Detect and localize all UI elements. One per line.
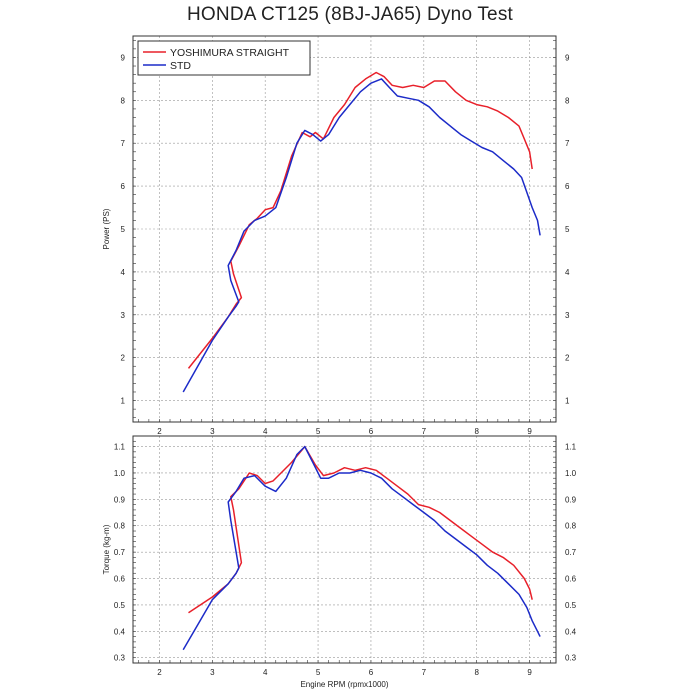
power-xtick-label: 9 — [527, 427, 532, 436]
power-xtick-label: 4 — [263, 427, 268, 436]
torque-ytick-label-left: 0.6 — [114, 575, 126, 584]
power-ytick-label-left: 4 — [121, 268, 126, 277]
power-ytick-label-left: 2 — [121, 354, 126, 363]
torque-xtick-label: 6 — [369, 668, 374, 677]
power-ytick-label-left: 7 — [121, 139, 126, 148]
power-ytick-label-left: 6 — [121, 182, 126, 191]
power-ytick-label-right: 2 — [565, 354, 570, 363]
torque-ytick-label-right: 1.0 — [565, 469, 577, 478]
torque-xtick-label: 5 — [316, 668, 321, 677]
torque-xtick-label: 2 — [157, 668, 162, 677]
power-series-yoshimura-straight — [187, 71, 533, 369]
power-ytick-label-left: 1 — [121, 397, 126, 406]
torque-ytick-label-left: 1.0 — [114, 469, 126, 478]
torque-xtick-label: 9 — [527, 668, 532, 677]
torque-ytick-label-left: 0.7 — [114, 548, 126, 557]
power-ytick-label-right: 1 — [565, 397, 570, 406]
power-ytick-label-right: 5 — [565, 225, 570, 234]
power-series-std — [182, 78, 541, 393]
torque-frame — [132, 435, 557, 664]
torque-xtick-label: 8 — [474, 668, 479, 677]
torque-ytick-label-right: 0.5 — [565, 601, 577, 610]
power-ytick-label-right: 4 — [565, 268, 570, 277]
torque-xtick-label: 3 — [210, 668, 215, 677]
power-xtick-label: 8 — [474, 427, 479, 436]
power-ytick-label-left: 8 — [121, 96, 126, 105]
torque-series-yoshimura-straight — [188, 445, 533, 614]
power-frame — [132, 35, 557, 423]
legend-label-yoshimura-straight: YOSHIMURA STRAIGHT — [170, 47, 290, 59]
torque-ytick-label-right: 0.6 — [565, 575, 577, 584]
power-ytick-label-right: 9 — [565, 53, 570, 62]
torque-series-std — [182, 445, 541, 651]
torque-ytick-label-right: 0.8 — [565, 522, 577, 531]
torque-ytick-label-right: 0.3 — [565, 654, 577, 663]
power-ytick-label-right: 6 — [565, 182, 570, 191]
power-ylabel: Power (PS) — [102, 208, 111, 249]
power-ytick-label-right: 8 — [565, 96, 570, 105]
torque-ytick-label-left: 0.8 — [114, 522, 126, 531]
power-ytick-label-right: 3 — [565, 311, 570, 320]
power-chart: 1 1 2 2 3 3 4 4 5 5 6 6 7 7 8 8 9 9 2 3 4 5 6 7 8 9 Power (PS) YOSH… — [102, 35, 570, 436]
torque-ytick-label-left: 0.4 — [114, 627, 126, 636]
legend-label-std: STD — [170, 60, 191, 72]
power-ytick-label-left: 5 — [121, 225, 126, 234]
legend-box — [137, 40, 311, 76]
torque-ytick-label-left: 0.9 — [114, 495, 126, 504]
torque-chart: 0.3 0.3 0.4 0.4 0.5 0.5 0.6 0.6 0.7 0.7 0.8 0.8 0.9 0… — [102, 435, 577, 689]
power-xtick-label: 5 — [316, 427, 321, 436]
torque-xtick-label: 4 — [263, 668, 268, 677]
torque-xlabel: Engine RPM (rpmx1000) — [300, 680, 388, 689]
power-ytick-label-left: 3 — [121, 311, 126, 320]
torque-ytick-label-right: 0.7 — [565, 548, 577, 557]
torque-ylabel: Torque (kg-m) — [102, 524, 111, 574]
torque-ytick-label-right: 0.4 — [565, 627, 577, 636]
torque-ytick-label-left: 0.5 — [114, 601, 126, 610]
page-title: HONDA CT125 (8BJ-JA65) Dyno Test — [187, 4, 513, 25]
torque-xtick-label: 7 — [422, 668, 427, 677]
power-xtick-label: 6 — [369, 427, 374, 436]
torque-ytick-label-right: 1.1 — [565, 443, 577, 452]
power-xtick-label: 7 — [422, 427, 427, 436]
power-ytick-label-right: 7 — [565, 139, 570, 148]
power-ytick-label-left: 9 — [121, 53, 126, 62]
torque-ytick-label-left: 1.1 — [114, 443, 126, 452]
power-xtick-label: 3 — [210, 427, 215, 436]
torque-ytick-label-left: 0.3 — [114, 654, 126, 663]
torque-ytick-label-right: 0.9 — [565, 495, 577, 504]
power-xtick-label: 2 — [157, 427, 162, 436]
